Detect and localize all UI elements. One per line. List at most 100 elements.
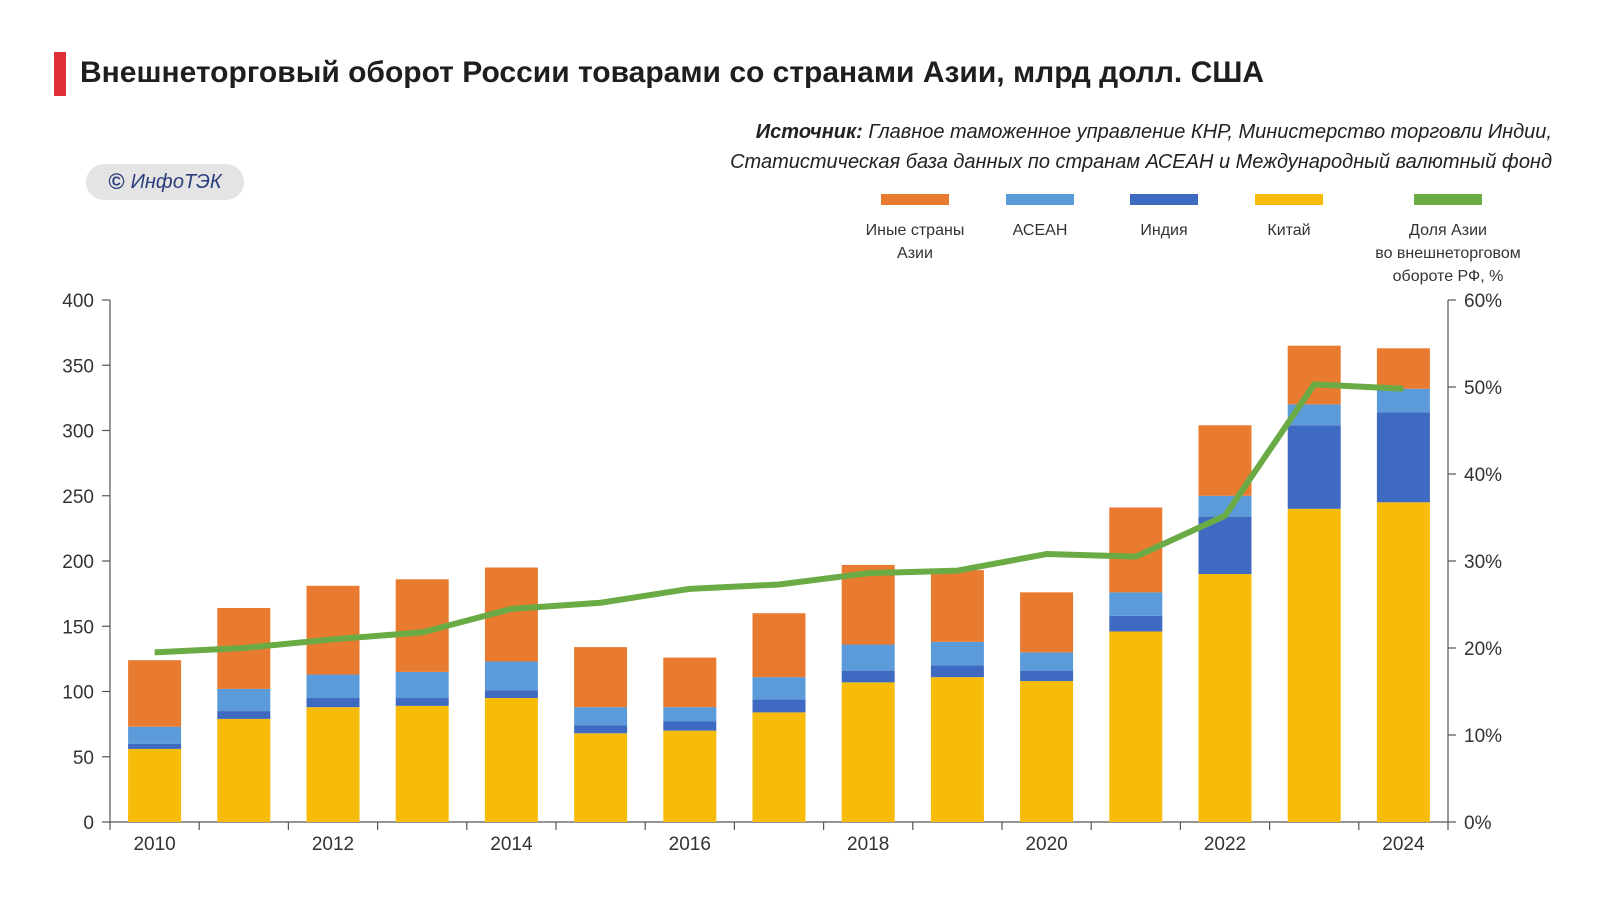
y-left-tick-label: 200 <box>62 552 94 573</box>
bar-segment-india <box>663 721 717 731</box>
bar-segment-india <box>930 665 984 678</box>
x-tick-label: 2014 <box>490 834 533 855</box>
bar-segment-asean <box>306 674 360 699</box>
legend-swatch-asia-share <box>1414 194 1482 205</box>
bar-segment-asean <box>1020 652 1074 671</box>
y-right-tick-label: 40% <box>1464 465 1502 486</box>
bar-segment-other-asia <box>930 570 984 642</box>
bar-segment-china <box>1198 574 1252 822</box>
bar-segment-asean <box>128 726 182 744</box>
source-line-2: Статистическая база данных по странам АС… <box>730 151 1552 173</box>
bar-segment-china <box>841 682 895 822</box>
bar-segment-india <box>752 699 806 713</box>
y-left-tick-label: 100 <box>62 683 94 704</box>
bar-segment-asean <box>1109 592 1163 616</box>
legend-label-india: Индия <box>1140 222 1188 239</box>
y-left-tick-label: 400 <box>62 291 94 312</box>
x-tick-label: 2024 <box>1382 834 1425 855</box>
bar-segment-china <box>484 698 538 822</box>
bar-segment-india <box>574 725 628 734</box>
source-label: Источник: <box>755 121 863 143</box>
x-tick-label: 2016 <box>669 834 711 855</box>
bar-segment-asean <box>663 707 717 722</box>
bar-segment-china <box>1376 502 1430 822</box>
legend-label-asia-share: Доля Азии во внешнеторговом обороте РФ, … <box>1375 222 1521 285</box>
y-left-tick-label: 0 <box>83 813 94 834</box>
bar-segment-asean <box>1287 404 1341 426</box>
legend-item-asia-share: Доля Азии во внешнеторговом обороте РФ, … <box>1358 194 1538 288</box>
bar-segment-other-asia <box>128 660 182 727</box>
legend-label-china: Китай <box>1267 222 1311 239</box>
bar-segment-other-asia <box>663 657 717 708</box>
y-left-tick-label: 350 <box>62 356 94 377</box>
bar-segment-india <box>128 743 182 749</box>
y-right-tick-label: 30% <box>1464 552 1502 573</box>
bar-segment-india <box>395 698 449 706</box>
bar-segment-china <box>1109 631 1163 822</box>
bar-segment-china <box>930 677 984 822</box>
copyright-icon: © <box>108 169 125 194</box>
legend-item-india: Индия <box>1114 194 1214 242</box>
legend-swatch-china <box>1255 194 1323 205</box>
y-right-tick-label: 20% <box>1464 639 1502 660</box>
bar-segment-asean <box>484 661 538 691</box>
x-tick-label: 2018 <box>847 834 889 855</box>
legend-swatch-other-asia <box>881 194 949 205</box>
bar-segment-other-asia <box>306 585 360 675</box>
bar-segment-china <box>574 733 628 822</box>
bar-segment-china <box>1287 508 1341 822</box>
bar-segment-china <box>752 712 806 822</box>
source-note: Источник: Главное таможенное управление … <box>730 117 1552 177</box>
legend-item-china: Китай <box>1239 194 1339 242</box>
source-line-1: Главное таможенное управление КНР, Минис… <box>868 121 1552 143</box>
y-right-tick-label: 0% <box>1464 813 1492 834</box>
bar-segment-china <box>1020 681 1074 822</box>
bar-segment-other-asia <box>1287 345 1341 405</box>
bar-segment-asean <box>574 707 628 726</box>
logo-text: ИнфоТЭК <box>130 170 222 193</box>
bar-segment-asean <box>752 677 806 700</box>
bar-segment-india <box>1109 615 1163 632</box>
bar-segment-asean <box>217 688 271 712</box>
bar-segment-china <box>128 748 182 822</box>
legend-swatch-india <box>1130 194 1198 205</box>
legend-item-asean: АСЕАН <box>990 194 1090 242</box>
x-tick-label: 2012 <box>312 834 354 855</box>
x-tick-label: 2022 <box>1204 834 1246 855</box>
bar-segment-other-asia <box>1198 425 1252 496</box>
bar-segment-india <box>1287 425 1341 509</box>
bar-segment-china <box>395 705 449 822</box>
bar-segment-asean <box>395 671 449 699</box>
bar-segment-india <box>1376 412 1430 503</box>
bar-segment-india <box>484 690 538 699</box>
bar-segment-china <box>306 707 360 822</box>
bar-segment-china <box>663 730 717 822</box>
bar-segment-india <box>217 711 271 719</box>
bar-segment-asean <box>1376 388 1430 413</box>
legend-label-other-asia: Иные страны Азии <box>865 222 965 262</box>
bar-segment-other-asia <box>574 647 628 708</box>
bar-segment-other-asia <box>1020 592 1074 653</box>
y-right-tick-label: 60% <box>1464 291 1502 312</box>
legend-label-asean: АСЕАН <box>1012 222 1068 239</box>
chart-title: Внешнеторговый оборот России товарами со… <box>80 56 1265 89</box>
bar-segment-asean <box>930 641 984 666</box>
y-left-tick-label: 300 <box>62 422 94 443</box>
bar-segment-other-asia <box>1376 348 1430 389</box>
y-left-tick-label: 250 <box>62 487 94 508</box>
y-left-tick-label: 150 <box>62 617 94 638</box>
bar-segment-china <box>217 718 271 822</box>
legend-item-other-asia: Иные страны Азии <box>865 194 965 265</box>
bar-segment-asean <box>841 644 895 671</box>
y-left-tick-label: 50 <box>73 748 94 769</box>
bar-segment-india <box>1020 670 1074 682</box>
x-tick-label: 2010 <box>133 834 175 855</box>
infotek-logo: © ИнфоТЭК <box>86 164 244 200</box>
bar-segment-india <box>841 670 895 683</box>
y-right-tick-label: 50% <box>1464 378 1502 399</box>
x-tick-label: 2020 <box>1025 834 1067 855</box>
bar-segment-india <box>306 698 360 708</box>
y-right-tick-label: 10% <box>1464 726 1502 747</box>
bar-segment-other-asia <box>752 613 806 678</box>
